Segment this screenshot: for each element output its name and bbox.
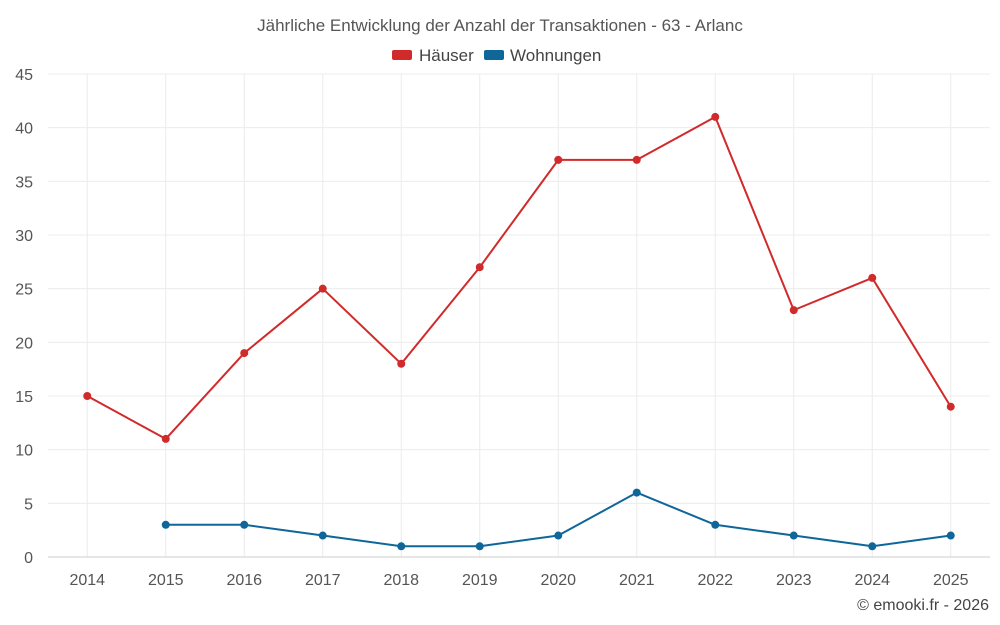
legend-label: Häuser [419, 46, 474, 65]
x-tick-label: 2021 [619, 572, 655, 589]
x-tick-label: 2023 [776, 572, 812, 589]
y-tick-label: 45 [15, 67, 33, 84]
series-line [86, 115, 952, 440]
y-tick-label: 35 [15, 174, 33, 191]
data-point[interactable] [240, 349, 249, 358]
data-point[interactable] [318, 531, 327, 540]
data-point[interactable] [868, 273, 877, 282]
data-point[interactable] [632, 155, 641, 164]
legend: Häuser Wohnungen [392, 46, 601, 65]
data-point[interactable] [475, 263, 484, 272]
series-haeuser [83, 112, 955, 443]
legend-item[interactable]: Häuser [392, 46, 474, 65]
data-point[interactable] [789, 306, 798, 315]
legend-label: Wohnungen [510, 46, 601, 65]
y-tick-label: 0 [24, 550, 33, 567]
x-tick-label: 2025 [933, 572, 969, 589]
x-tick-label: 2022 [697, 572, 733, 589]
y-tick-label: 30 [15, 228, 33, 245]
data-point[interactable] [789, 531, 798, 540]
data-point[interactable] [554, 531, 563, 540]
data-point[interactable] [397, 542, 406, 551]
legend-swatch [484, 50, 504, 60]
y-tick-label: 10 [15, 443, 33, 460]
x-tick-label: 2017 [305, 572, 341, 589]
legend-item[interactable]: Wohnungen [484, 46, 601, 65]
y-tick-label: 15 [15, 389, 33, 406]
legend-swatch [392, 50, 412, 60]
data-point[interactable] [240, 520, 249, 529]
series-layer [83, 112, 955, 551]
data-point[interactable] [946, 402, 955, 411]
x-tick-label: 2024 [854, 572, 890, 589]
data-point[interactable] [397, 359, 406, 368]
data-point[interactable] [711, 520, 720, 529]
x-tick-label: 2019 [462, 572, 498, 589]
data-point[interactable] [711, 112, 720, 121]
data-point[interactable] [161, 434, 170, 443]
data-point[interactable] [475, 542, 484, 551]
x-tick-label: 2014 [69, 572, 105, 589]
y-tick-label: 20 [15, 335, 33, 352]
series-wohnungen [161, 488, 955, 551]
copyright-text: © emooki.fr - 2026 [857, 597, 989, 614]
data-point[interactable] [161, 520, 170, 529]
y-tick-label: 40 [15, 121, 33, 138]
data-point[interactable] [946, 531, 955, 540]
x-tick-label: 2020 [540, 572, 576, 589]
y-tick-label: 5 [24, 496, 33, 513]
y-tick-label: 25 [15, 282, 33, 299]
data-point[interactable] [83, 392, 92, 400]
x-tick-label: 2015 [148, 572, 184, 589]
chart-title: Jährliche Entwicklung der Anzahl der Tra… [257, 16, 743, 35]
grid [48, 73, 990, 557]
data-point[interactable] [632, 488, 641, 497]
x-tick-label: 2016 [226, 572, 262, 589]
data-point[interactable] [318, 284, 327, 293]
x-tick-label: 2018 [383, 572, 419, 589]
data-point[interactable] [554, 155, 563, 164]
data-point[interactable] [868, 542, 877, 551]
